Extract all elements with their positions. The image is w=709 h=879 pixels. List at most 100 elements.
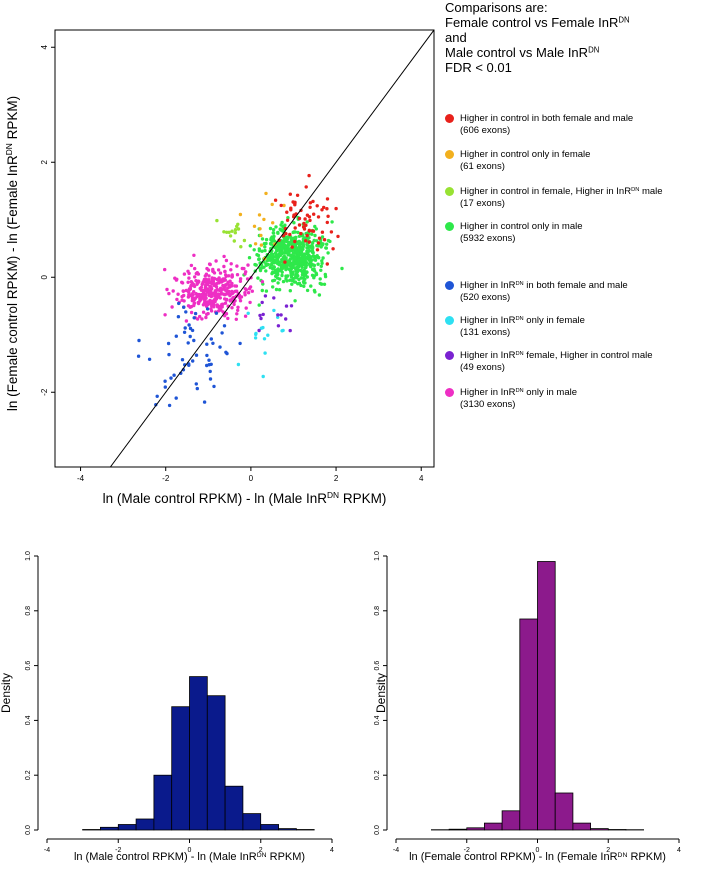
scatter-point: [308, 218, 312, 223]
scatter-point: [288, 232, 292, 237]
scatter-point: [279, 203, 283, 208]
scatter-point: [215, 281, 219, 286]
histogram-bar: [519, 618, 538, 831]
scatter-point: [234, 317, 238, 321]
y-tick-label: 0.6: [374, 661, 381, 671]
legend-dot-icon: [445, 150, 454, 159]
scatter-point: [290, 282, 294, 286]
scatter-point: [310, 232, 314, 236]
y-tick-label: 1.0: [374, 551, 381, 561]
scatter-point: [307, 173, 311, 178]
legend-count: (606 exons): [460, 125, 511, 136]
scatter-point: [195, 386, 199, 391]
scatter-point: [211, 341, 215, 345]
scatter-point: [246, 311, 250, 315]
scatter-point: [319, 268, 323, 272]
scatter-point: [302, 258, 307, 262]
scatter-point: [288, 257, 293, 261]
histogram-bar: [206, 695, 226, 831]
scatter-point: [308, 245, 312, 249]
scatter-point: [205, 287, 209, 292]
scatter-point: [303, 271, 307, 275]
scatter-point: [192, 316, 196, 320]
scatter-point: [280, 273, 284, 278]
scatter-point: [320, 235, 325, 239]
scatter-point: [198, 299, 202, 303]
scatter-point: [209, 285, 213, 289]
legend-count: (49 exons): [460, 362, 505, 373]
scatter-point: [282, 254, 287, 259]
histogram-bar: [501, 810, 521, 831]
scatter-point: [271, 285, 275, 289]
x-tick-label: 2: [259, 847, 263, 854]
scatter-point: [189, 263, 194, 268]
x-tick-label: -4: [393, 847, 399, 854]
scatter-point: [208, 369, 212, 374]
scatter-point: [305, 213, 310, 217]
y-tick-label: 0.8: [374, 606, 381, 616]
scatter-point: [293, 276, 297, 280]
scatter-point: [191, 283, 195, 287]
scatter-point: [202, 279, 207, 284]
scatter-point: [196, 280, 201, 284]
scatter-point: [283, 260, 287, 264]
scatter-point: [325, 197, 330, 201]
histogram-bar: [117, 824, 137, 831]
x-tick-label: 0: [249, 474, 254, 483]
scatter-point: [235, 312, 239, 316]
scatter-point: [268, 257, 272, 261]
scatter-point: [322, 282, 327, 286]
scatter-point: [194, 279, 198, 283]
scatter-point: [206, 278, 210, 283]
scatter-point: [193, 266, 197, 271]
scatter-point: [217, 309, 221, 313]
scatter-point: [202, 294, 206, 298]
scatter-point: [258, 227, 262, 231]
legend-count: (520 exons): [460, 292, 511, 303]
scatter-point: [224, 292, 229, 296]
histogram-bar: [135, 818, 155, 831]
scatter-point: [206, 268, 211, 272]
scatter-point: [321, 242, 325, 246]
scatter-point: [260, 288, 264, 293]
scatter-point: [303, 266, 307, 270]
scatter-point: [296, 264, 300, 269]
x-tick-label: 4: [419, 474, 424, 483]
scatter-point: [268, 226, 273, 231]
scatter-point: [264, 263, 269, 267]
scatter-point: [225, 230, 229, 234]
scatter-plot: -4 -2 0 2 4 -2 0 2 4 ln (Male control RPKM) - ln …: [4, 29, 435, 506]
scatter-point: [253, 262, 257, 267]
scatter-point: [204, 296, 208, 300]
scatter-point: [291, 261, 295, 265]
scatter-point: [169, 376, 173, 380]
scatter-point: [187, 293, 191, 297]
scatter-point: [243, 293, 247, 297]
scatter-point: [264, 191, 268, 196]
y-tick-label: 0.0: [25, 825, 32, 835]
scatter-series-4: [136, 301, 242, 408]
scatter-point: [311, 241, 315, 245]
scatter-point: [233, 231, 237, 235]
scatter-point: [163, 267, 167, 272]
scatter-point: [167, 352, 171, 357]
legend-label: Higher in InRDN only in female: [460, 315, 585, 326]
scatter-point: [222, 230, 226, 234]
scatter-point: [272, 308, 276, 313]
scatter-point: [289, 304, 294, 308]
scatter-point: [328, 239, 332, 244]
scatter-point: [297, 223, 302, 227]
scatter-point: [257, 249, 262, 253]
scatter-point: [277, 252, 281, 256]
scatter-point: [264, 269, 268, 273]
scatter-point: [307, 228, 311, 232]
scatter-point: [209, 309, 214, 313]
y-tick-label: 4: [40, 44, 49, 49]
scatter-point: [295, 193, 300, 197]
scatter-point: [253, 242, 258, 246]
scatter-point: [273, 198, 278, 202]
scatter-point: [302, 227, 307, 231]
scatter-point: [224, 350, 228, 354]
scatter-point: [193, 311, 198, 316]
scatter-point: [284, 304, 289, 308]
